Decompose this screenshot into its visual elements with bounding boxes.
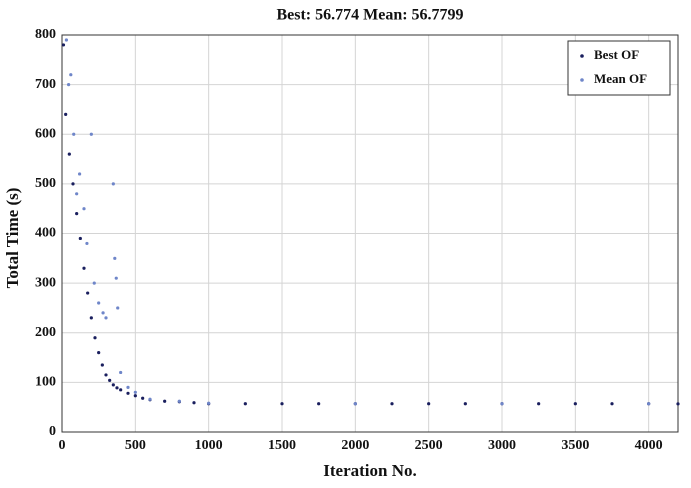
data-point	[67, 152, 71, 156]
data-point	[78, 236, 82, 241]
data-point	[163, 399, 167, 403]
data-point	[67, 83, 71, 87]
y-tick-label: 200	[35, 325, 56, 340]
data-point	[353, 402, 357, 406]
data-point	[85, 241, 89, 246]
y-tick-label: 300	[35, 275, 56, 290]
legend-label: Mean OF	[594, 71, 647, 86]
data-point	[108, 378, 112, 382]
data-point	[93, 336, 97, 340]
data-point	[280, 402, 284, 406]
data-point	[119, 370, 123, 375]
chart-title: Best: 56.774 Mean: 56.7799	[276, 7, 463, 24]
data-point	[78, 172, 82, 176]
data-point	[126, 385, 130, 389]
x-tick-label: 2000	[341, 438, 369, 453]
x-axis-label: Iteration No.	[323, 461, 416, 480]
data-point	[61, 43, 66, 47]
data-point	[676, 402, 680, 406]
data-point	[89, 316, 93, 320]
y-tick-label: 100	[35, 375, 56, 390]
y-tick-label: 800	[35, 27, 56, 42]
data-point	[537, 402, 541, 406]
data-point	[97, 301, 101, 305]
data-point	[192, 401, 196, 405]
data-point	[111, 182, 115, 186]
x-tick-label: 3500	[561, 438, 589, 453]
data-point	[243, 402, 247, 406]
y-tick-label: 700	[35, 77, 56, 92]
legend-box	[567, 40, 671, 96]
legend-label: Best OF	[594, 47, 639, 62]
data-point	[92, 281, 96, 285]
y-tick-label: 400	[35, 226, 56, 241]
data-point	[148, 397, 152, 401]
data-point	[114, 276, 118, 280]
data-point	[463, 402, 467, 406]
plot-frame	[61, 34, 679, 433]
data-point	[390, 402, 394, 406]
data-point	[141, 396, 145, 400]
data-point	[317, 402, 321, 406]
data-point	[89, 132, 93, 136]
data-point	[82, 266, 86, 270]
y-tick-label: 500	[35, 176, 56, 191]
data-point	[64, 112, 68, 116]
legend-marker	[580, 78, 584, 82]
data-point	[115, 386, 119, 390]
x-tick-label: 1500	[268, 438, 296, 453]
data-point	[207, 401, 211, 405]
x-tick-label: 500	[125, 438, 146, 453]
data-point	[116, 306, 120, 310]
y-tick-label: 0	[49, 424, 56, 439]
x-tick-label: 4000	[635, 438, 663, 453]
legend-marker	[580, 54, 584, 58]
data-point	[101, 311, 105, 315]
data-point	[126, 391, 130, 395]
y-tick-label: 600	[35, 126, 56, 141]
data-point	[82, 207, 86, 211]
x-tick-label: 3000	[488, 438, 516, 453]
data-point	[133, 394, 137, 398]
data-point	[119, 388, 123, 392]
data-point	[427, 402, 431, 406]
y-axis-label: Total Time (s)	[3, 188, 22, 289]
data-point	[72, 132, 76, 136]
x-tick-label: 2500	[415, 438, 443, 453]
data-point	[610, 402, 614, 406]
data-point	[69, 73, 73, 77]
data-point	[177, 399, 181, 403]
x-tick-label: 1000	[195, 438, 223, 453]
data-point	[133, 390, 137, 394]
data-point	[71, 182, 75, 186]
data-point	[111, 383, 115, 387]
x-tick-label: 0	[59, 438, 66, 453]
data-point	[75, 212, 79, 216]
data-point	[573, 402, 577, 406]
data-point	[75, 192, 79, 196]
data-point	[86, 291, 90, 295]
data-point	[100, 363, 104, 367]
data-point	[500, 402, 504, 406]
data-point	[104, 316, 108, 320]
data-point	[113, 256, 117, 260]
data-point	[104, 373, 108, 377]
data-point	[97, 351, 101, 355]
data-point	[647, 402, 651, 406]
data-point	[64, 38, 68, 42]
